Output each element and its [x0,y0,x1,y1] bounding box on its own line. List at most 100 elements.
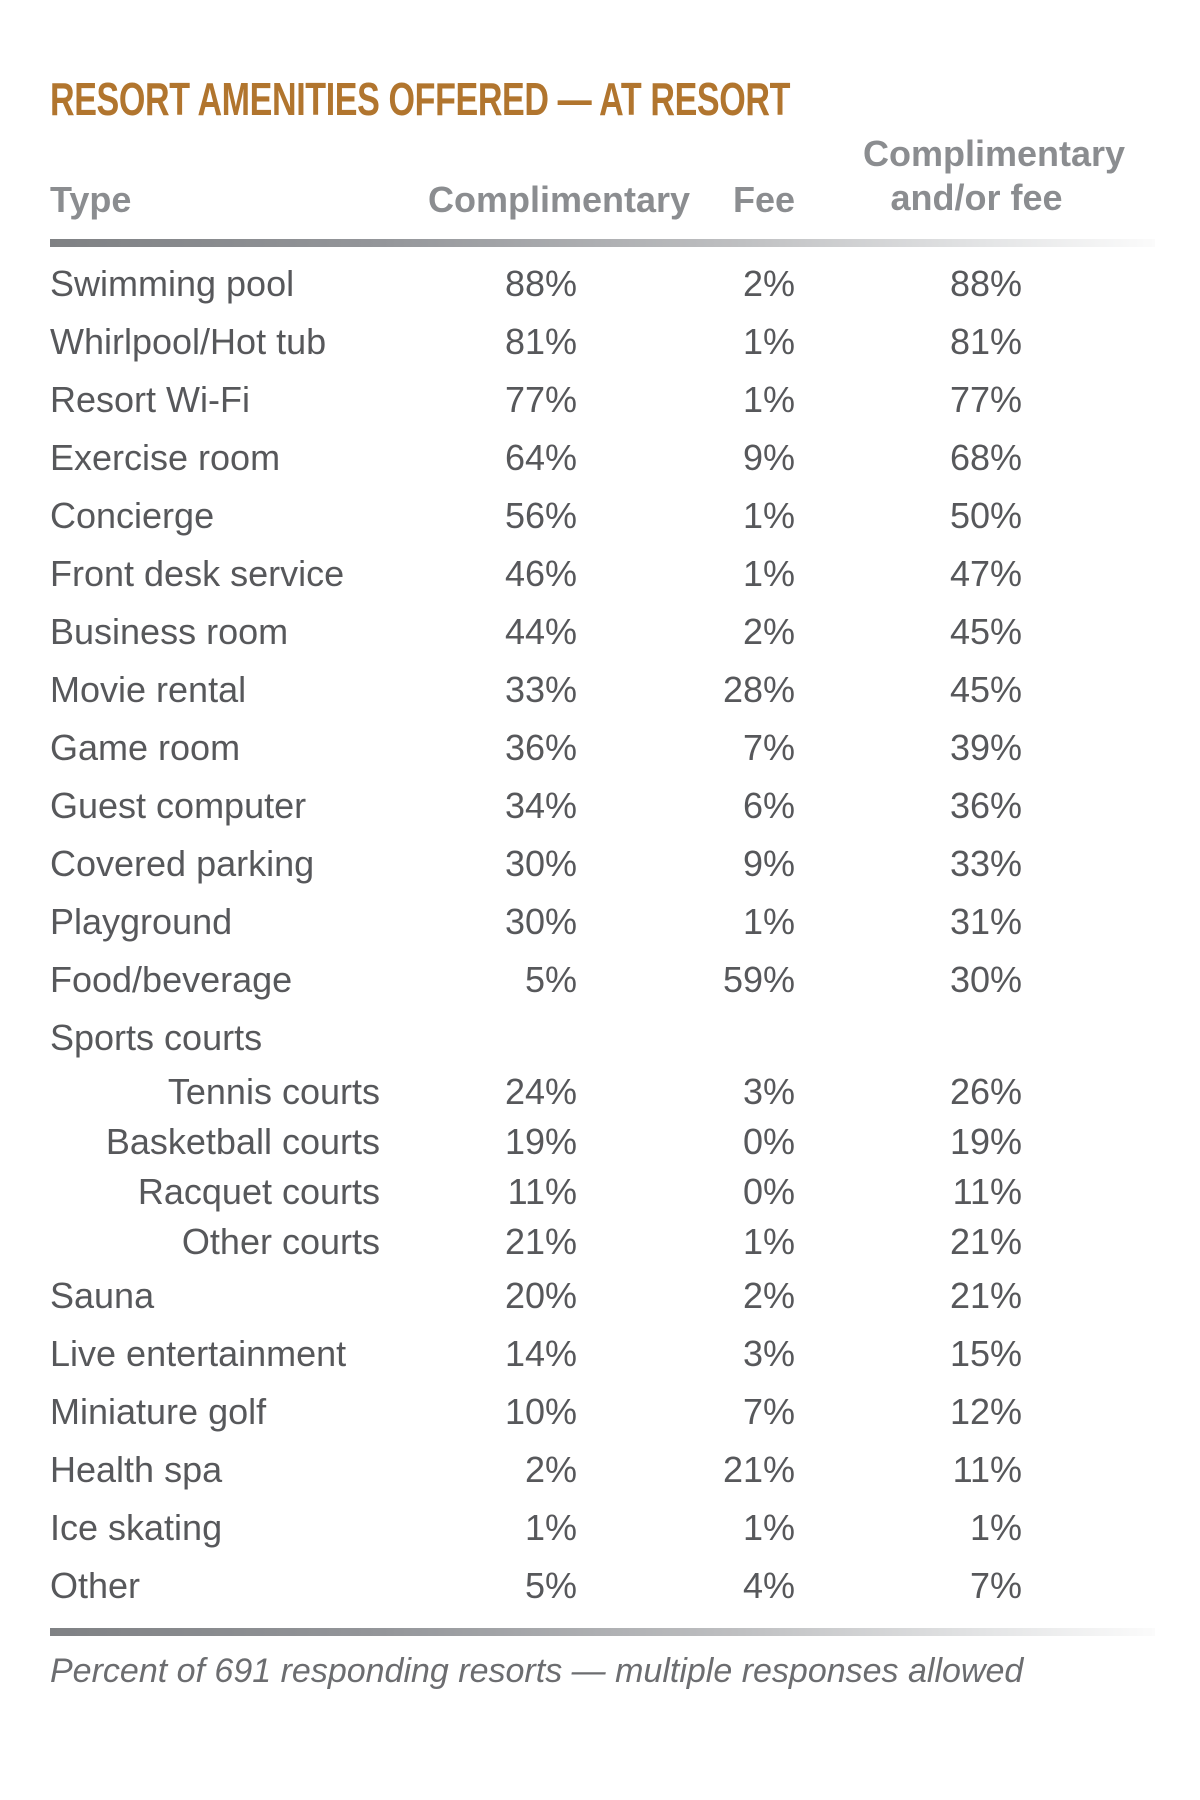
complimentary-and-or-fee-value: 33% [949,843,1022,884]
complimentary-and-or-fee-value: 45% [949,611,1022,652]
amenity-type-label: Sauna [50,1275,155,1316]
complimentary-and-or-fee-value: 68% [949,437,1022,478]
complimentary-value: 10% [504,1391,577,1432]
complimentary-and-or-fee-value: 88% [949,263,1022,304]
column-header-comp-fee-line1: Complimentary [863,133,1126,174]
fee-value: 4% [742,1565,795,1606]
complimentary-and-or-fee-value: 39% [949,727,1022,768]
complimentary-and-or-fee-value: 36% [949,785,1022,826]
complimentary-and-or-fee-value: 31% [949,901,1022,942]
amenity-type-label: Guest computer [50,785,307,826]
complimentary-value: 46% [504,553,577,594]
table-row: Movie rental 33% 28% 45% [50,661,1155,719]
amenity-type-label: Sports courts [50,1017,263,1058]
table-header-row: Type Complimentary Fee Complimentary and… [50,122,1155,220]
page-title: RESORT AMENITIES OFFERED — AT RESORT [50,73,790,125]
complimentary-and-or-fee-value: 19% [949,1121,1022,1162]
complimentary-and-or-fee-value: 47% [949,553,1022,594]
complimentary-and-or-fee-value: 15% [949,1333,1022,1374]
table-row: Covered parking 30% 9% 33% [50,835,1155,893]
fee-value: 0% [742,1171,795,1212]
fee-value: 2% [742,263,795,304]
table-row: Tennis courts 24% 3% 26% [50,1067,1155,1117]
complimentary-and-or-fee-value: 26% [949,1071,1022,1112]
amenity-type-label: Concierge [50,495,215,536]
complimentary-value: 33% [504,669,577,710]
fee-value: 21% [722,1449,795,1490]
complimentary-value: 5% [524,1565,577,1606]
fee-value: 1% [742,379,795,420]
complimentary-and-or-fee-value: 45% [949,669,1022,710]
complimentary-value: 20% [504,1275,577,1316]
table-row: Other courts 21% 1% 21% [50,1217,1155,1267]
fee-value: 1% [742,553,795,594]
table-footnote: Percent of 691 responding resorts — mult… [50,1652,1024,1690]
column-header-type: Type [50,179,132,221]
column-header-fee: Fee [732,179,795,221]
amenity-type-label: Other [50,1565,141,1606]
table-row: Business room 44% 2% 45% [50,603,1155,661]
complimentary-value: 81% [504,321,577,362]
table-row: Live entertainment 14% 3% 15% [50,1325,1155,1383]
table-row: Guest computer 34% 6% 36% [50,777,1155,835]
column-header-comp-fee-line2: and/or fee [890,177,1063,218]
table-row: Exercise room 64% 9% 68% [50,429,1155,487]
fee-value: 9% [742,843,795,884]
table-row: Game room 36% 7% 39% [50,719,1155,777]
complimentary-value: 5% [524,959,577,1000]
amenity-type-label: Playground [50,901,233,942]
amenity-type-label: Health spa [50,1449,223,1490]
table-row: Food/beverage 5% 59% 30% [50,951,1155,1009]
fee-value: 1% [742,321,795,362]
table-row: Front desk service 46% 1% 47% [50,545,1155,603]
fee-value: 1% [742,495,795,536]
amenity-type-label: Live entertainment [50,1333,347,1374]
table-row: Racquet courts 11% 0% 11% [50,1167,1155,1217]
amenity-type-label: Swimming pool [50,263,295,304]
complimentary-value: 1% [524,1507,577,1548]
fee-value: 9% [742,437,795,478]
fee-value: 7% [742,727,795,768]
complimentary-value: 11% [507,1171,577,1212]
amenity-type-label: Whirlpool/Hot tub [50,321,327,362]
fee-value: 7% [742,1391,795,1432]
fee-value: 2% [742,611,795,652]
table-row: Sauna 20% 2% 21% [50,1267,1155,1325]
fee-value: 1% [742,1221,795,1262]
complimentary-value: 77% [504,379,577,420]
complimentary-and-or-fee-value: 50% [949,495,1022,536]
amenity-type-label: Basketball courts [105,1121,380,1162]
table-row: Swimming pool 88% 2% 88% [50,255,1155,313]
column-header-complimentary-and-or-fee: Complimentary and/or fee [863,132,1126,220]
amenity-type-label: Racquet courts [137,1171,380,1212]
complimentary-and-or-fee-value: 21% [949,1221,1022,1262]
amenity-type-label: Resort Wi-Fi [50,379,250,420]
table-row: Miniature golf 10% 7% 12% [50,1383,1155,1441]
amenity-type-label: Ice skating [50,1507,223,1548]
table-row: Health spa 2% 21% 11% [50,1441,1155,1499]
complimentary-value: 64% [504,437,577,478]
amenity-type-label: Covered parking [50,843,315,884]
amenity-type-label: Exercise room [50,437,281,478]
complimentary-value: 24% [504,1071,577,1112]
complimentary-value: 30% [504,901,577,942]
table-row: Concierge 56% 1% 50% [50,487,1155,545]
complimentary-and-or-fee-value: 77% [949,379,1022,420]
complimentary-and-or-fee-value: 81% [949,321,1022,362]
complimentary-value: 34% [504,785,577,826]
amenity-type-label: Miniature golf [50,1391,267,1432]
complimentary-and-or-fee-value: 30% [949,959,1022,1000]
complimentary-value: 21% [504,1221,577,1262]
fee-value: 3% [742,1071,795,1112]
fee-value: 28% [722,669,795,710]
fee-value: 0% [742,1121,795,1162]
table-body: Swimming pool 88% 2% 88% Whirlpool/Hot t… [50,255,1155,1615]
table-row: Basketball courts 19% 0% 19% [50,1117,1155,1167]
complimentary-value: 2% [524,1449,577,1490]
table-row: Other 5% 4% 7% [50,1557,1155,1615]
header-divider-rule [50,239,1155,247]
amenity-type-label: Other courts [181,1221,380,1262]
table-row: Ice skating 1% 1% 1% [50,1499,1155,1557]
fee-value: 1% [742,901,795,942]
